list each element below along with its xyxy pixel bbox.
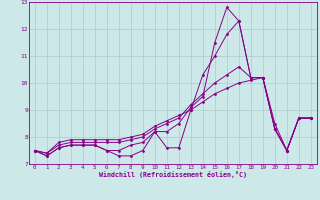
X-axis label: Windchill (Refroidissement éolien,°C): Windchill (Refroidissement éolien,°C) xyxy=(99,171,247,178)
